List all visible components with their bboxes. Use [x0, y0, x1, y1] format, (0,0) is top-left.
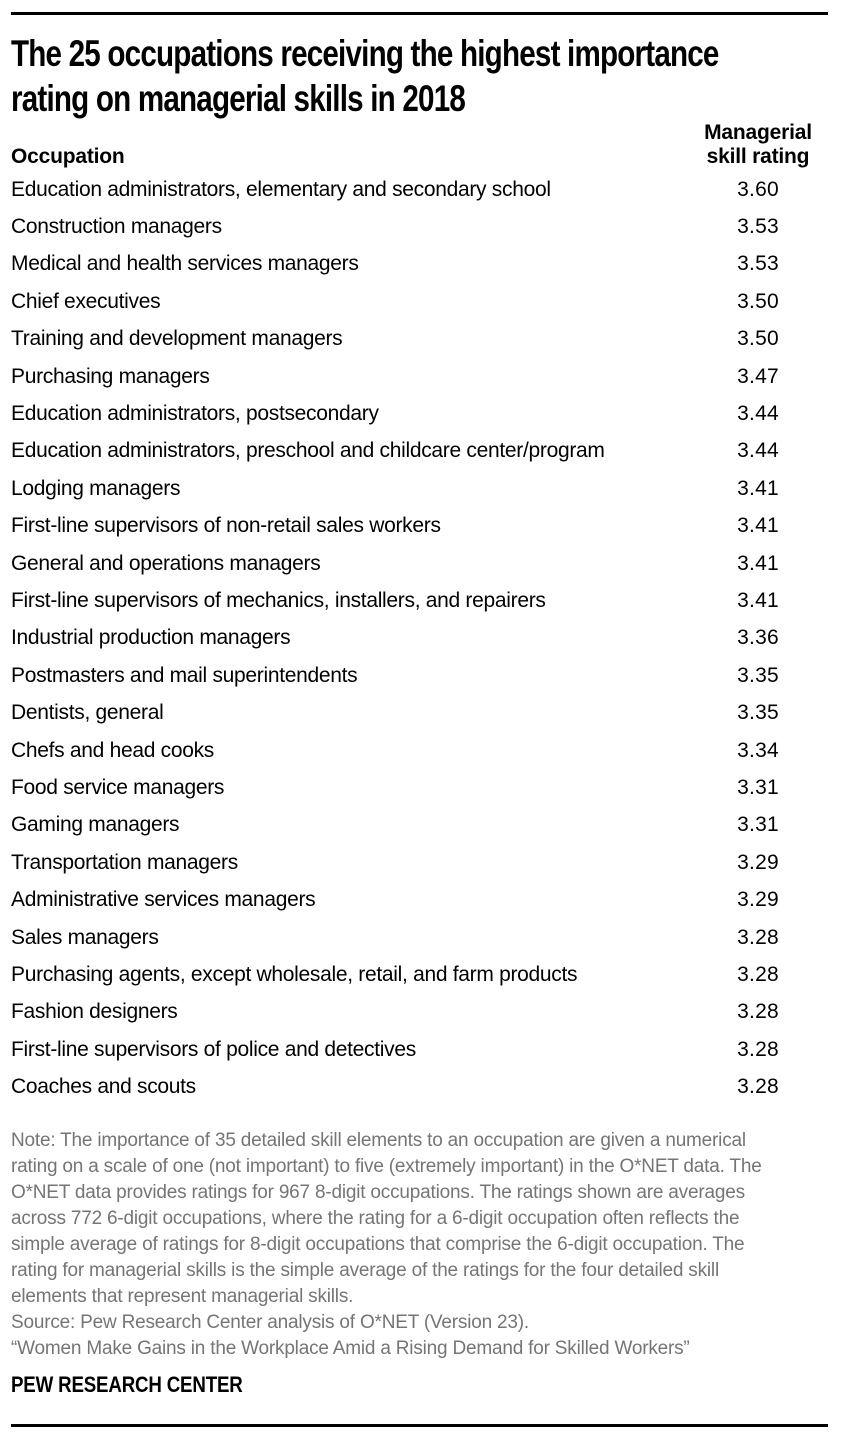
occupation-cell: Fashion designers	[11, 1000, 178, 1024]
table-row: Construction managers 3.53	[11, 208, 828, 245]
note-line: Note: The importance of 35 detailed skil…	[11, 1129, 746, 1151]
occupation-cell: Coaches and scouts	[11, 1075, 196, 1099]
table-row: Training and development managers 3.50	[11, 321, 828, 358]
rating-cell: 3.28	[737, 925, 779, 949]
table-row: Education administrators, preschool and …	[11, 433, 828, 470]
rating-cell: 3.41	[737, 588, 779, 612]
column-header-rating: Managerial skill rating	[688, 121, 828, 169]
occupation-cell: Chefs and head cooks	[11, 738, 214, 762]
pew-research-center-wordmark: PEW RESEARCH CENTER	[11, 1371, 243, 1397]
table-row: Fashion designers 3.28	[11, 994, 828, 1031]
rating-cell: 3.31	[737, 813, 779, 837]
column-header-occupation: Occupation	[11, 145, 125, 168]
occupation-cell: First-line supervisors of non-retail sal…	[11, 514, 441, 538]
occupation-cell: Industrial production managers	[11, 626, 291, 650]
occupation-cell: Education administrators, preschool and …	[11, 439, 605, 463]
occupation-cell: Dentists, general	[11, 701, 164, 725]
occupation-cell: Medical and health services managers	[11, 252, 359, 276]
occupation-cell: Purchasing agents, except wholesale, ret…	[11, 962, 578, 986]
table-row: Industrial production managers 3.36	[11, 620, 828, 657]
table-row: First-line supervisors of non-retail sal…	[11, 508, 828, 545]
occupation-cell: Construction managers	[11, 215, 222, 239]
table-row: Lodging managers 3.41	[11, 470, 828, 507]
occupation-cell: Training and development managers	[11, 327, 343, 351]
occupation-cell: Food service managers	[11, 775, 225, 799]
bottom-rule	[11, 1424, 828, 1427]
occupation-cell: Gaming managers	[11, 813, 180, 837]
table-row: Administrative services managers 3.29	[11, 881, 828, 918]
table-row: Medical and health services managers 3.53	[11, 246, 828, 283]
rating-cell: 3.47	[737, 364, 779, 388]
table-body: Education administrators, elementary and…	[11, 171, 828, 1106]
rating-cell: 3.29	[737, 850, 779, 874]
report-title-line: “Women Make Gains in the Workplace Amid …	[11, 1337, 690, 1359]
rating-cell: 3.35	[737, 663, 779, 687]
chart-title-line-1: The 25 occupations receiving the highest…	[11, 33, 719, 74]
table-row: Dentists, general 3.35	[11, 694, 828, 731]
rating-cell: 3.41	[737, 514, 779, 538]
table-row: Purchasing agents, except wholesale, ret…	[11, 956, 828, 993]
note-line: elements that represent managerial skill…	[11, 1285, 354, 1307]
table-row: Chief executives 3.50	[11, 283, 828, 320]
top-rule	[11, 12, 828, 15]
table-row: First-line supervisors of mechanics, ins…	[11, 582, 828, 619]
occupation-cell: Transportation managers	[11, 850, 238, 874]
source-line: Source: Pew Research Center analysis of …	[11, 1311, 529, 1333]
table-row: Education administrators, postsecondary 3…	[11, 395, 828, 432]
occupation-cell: Postmasters and mail superintendents	[11, 663, 358, 687]
rating-cell: 3.36	[737, 626, 779, 650]
chart-title-line-2: rating on managerial skills in 2018	[11, 78, 466, 119]
rating-cell: 3.60	[737, 177, 779, 201]
footnote: Note: The importance of 35 detailed skil…	[11, 1128, 828, 1362]
occupation-cell: Administrative services managers	[11, 888, 316, 912]
rating-cell: 3.41	[737, 551, 779, 575]
occupation-cell: Purchasing managers	[11, 364, 210, 388]
occupation-cell: Sales managers	[11, 925, 159, 949]
chart-title: The 25 occupations receiving the highest…	[11, 31, 828, 121]
occupation-cell: Chief executives	[11, 289, 161, 313]
rating-cell: 3.29	[737, 888, 779, 912]
occupation-cell: Education administrators, postsecondary	[11, 402, 379, 426]
table-row: Transportation managers 3.29	[11, 844, 828, 881]
rating-cell: 3.53	[737, 215, 779, 239]
rating-cell: 3.50	[737, 327, 779, 351]
rating-cell: 3.44	[737, 402, 779, 426]
table-row: General and operations managers 3.41	[11, 545, 828, 582]
occupation-cell: First-line supervisors of police and det…	[11, 1037, 416, 1061]
rating-cell: 3.28	[737, 962, 779, 986]
occupation-cell: Education administrators, elementary and…	[11, 177, 551, 201]
rating-cell: 3.31	[737, 775, 779, 799]
table-row: Purchasing managers 3.47	[11, 358, 828, 395]
table-header: Occupation Managerial skill rating	[11, 121, 828, 169]
column-header-rating-line-1: Managerial	[704, 121, 812, 144]
table-row: Gaming managers 3.31	[11, 807, 828, 844]
rating-cell: 3.28	[737, 1000, 779, 1024]
column-header-rating-line-2: skill rating	[706, 145, 810, 168]
rating-cell: 3.53	[737, 252, 779, 276]
table-row: First-line supervisors of police and det…	[11, 1031, 828, 1068]
note-line: O*NET data provides ratings for 967 8-di…	[11, 1181, 745, 1203]
table-row: Coaches and scouts 3.28	[11, 1068, 828, 1105]
occupation-cell: General and operations managers	[11, 551, 321, 575]
rating-cell: 3.34	[737, 738, 779, 762]
rating-cell: 3.28	[737, 1075, 779, 1099]
rating-cell: 3.44	[737, 439, 779, 463]
occupation-cell: First-line supervisors of mechanics, ins…	[11, 588, 546, 612]
rating-cell: 3.41	[737, 476, 779, 500]
rating-cell: 3.35	[737, 701, 779, 725]
table-row: Education administrators, elementary and…	[11, 171, 828, 208]
note-line: rating for managerial skills is the simp…	[11, 1259, 719, 1281]
table-row: Postmasters and mail superintendents 3.35	[11, 657, 828, 694]
table-row: Chefs and head cooks 3.34	[11, 732, 828, 769]
table-row: Food service managers 3.31	[11, 769, 828, 806]
note-line: simple average of ratings for 8-digit oc…	[11, 1233, 745, 1255]
note-line: rating on a scale of one (not important)…	[11, 1155, 762, 1177]
rating-cell: 3.28	[737, 1037, 779, 1061]
note-line: across 772 6-digit occupations, where th…	[11, 1207, 740, 1229]
occupation-cell: Lodging managers	[11, 476, 181, 500]
rating-cell: 3.50	[737, 289, 779, 313]
table-row: Sales managers 3.28	[11, 919, 828, 956]
